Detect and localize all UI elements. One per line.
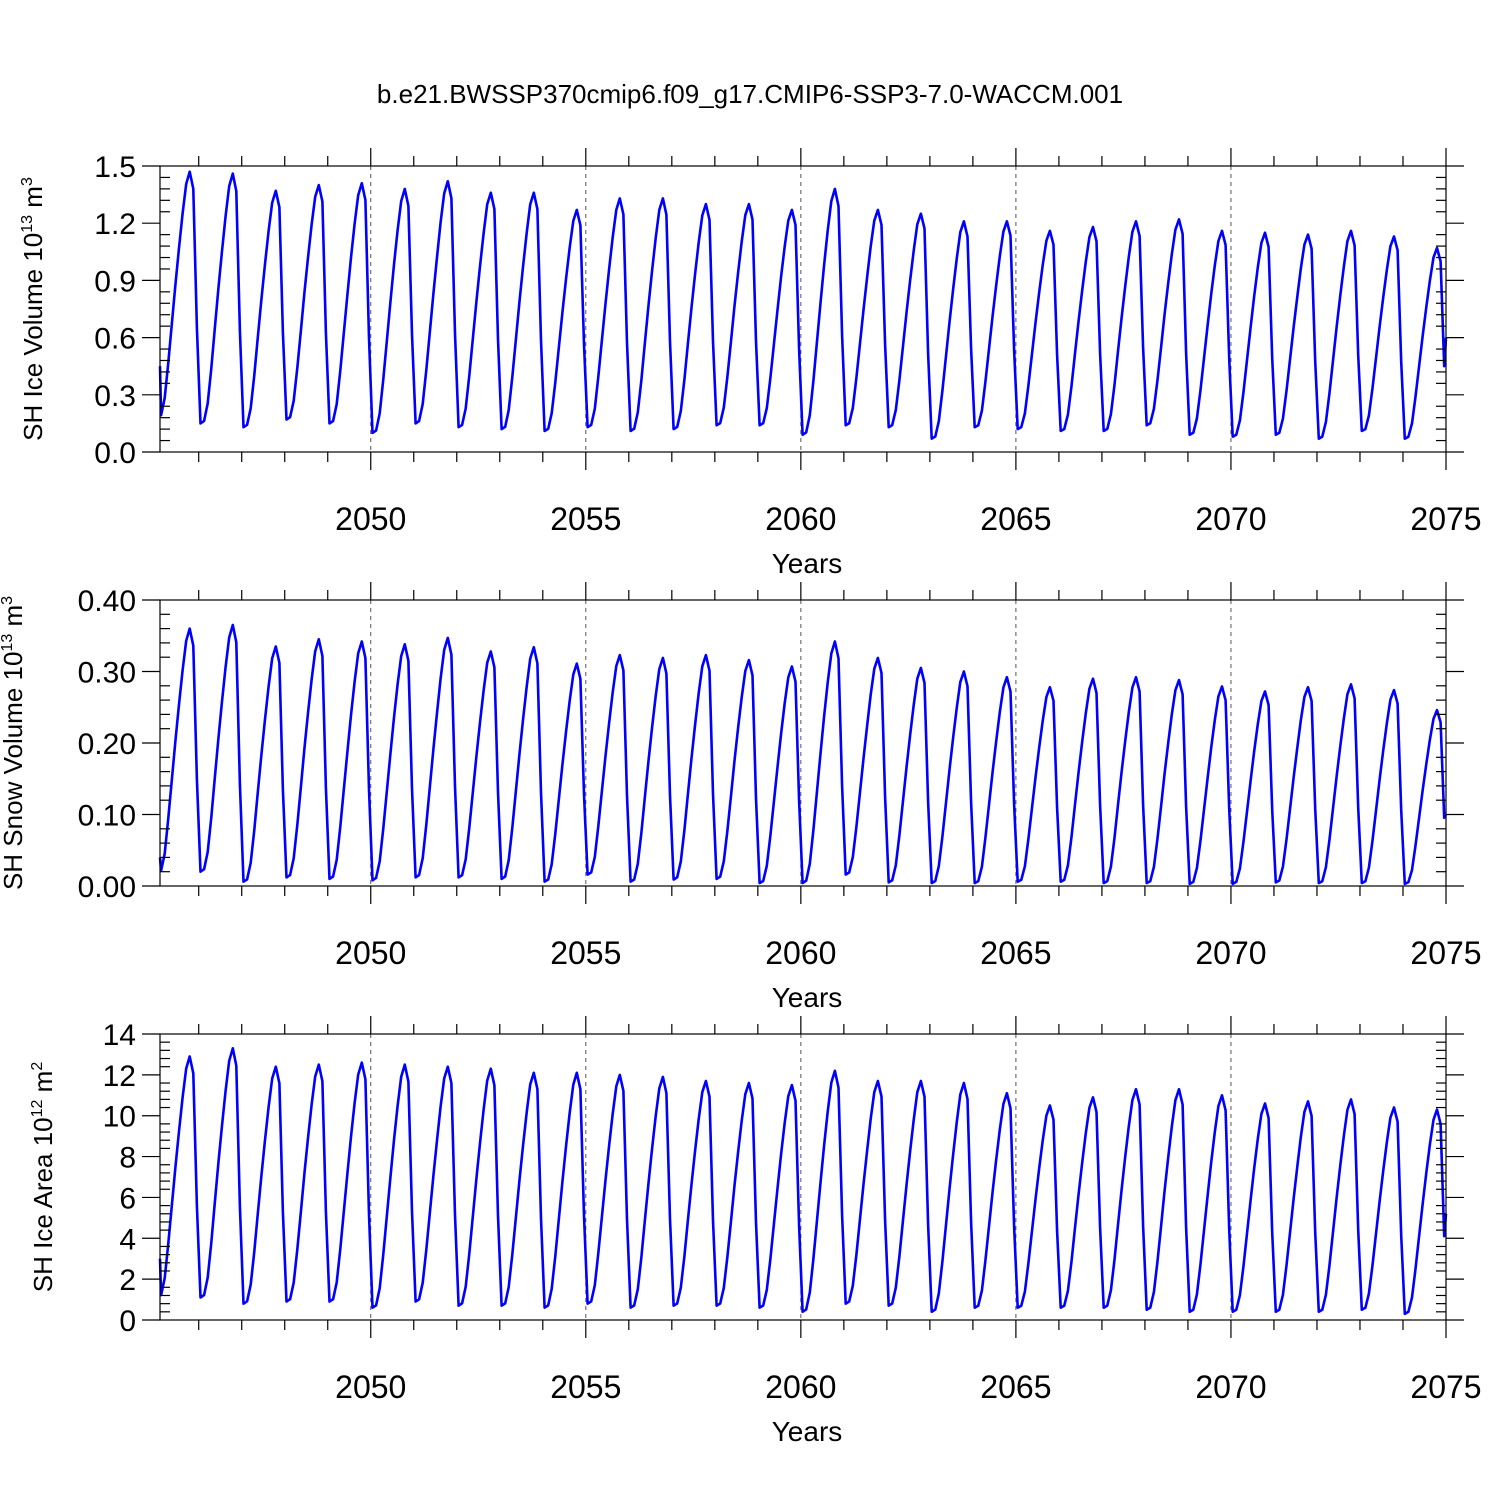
y-tick-label: 1.5	[94, 151, 136, 184]
y-tick-label: 0.20	[78, 728, 136, 761]
x-tick-label: 2065	[980, 1369, 1051, 1405]
figure-title: b.e21.BWSSP370cmip6.f09_g17.CMIP6-SSP3-7…	[377, 79, 1123, 109]
y-axis-label-part: m	[18, 186, 48, 215]
x-tick-label: 2050	[335, 935, 406, 971]
y-tick-label: 1.2	[94, 208, 136, 241]
x-tick-label: 2060	[765, 935, 836, 971]
chart-panel-2: 0.00 0.10 0.20 0.30 0.40 2050 2055 2060 2065 2070…	[0, 582, 1482, 1013]
x-tick-label: 2070	[1195, 501, 1266, 537]
x-tick-label: 2055	[550, 501, 621, 537]
chart-panel-1: 0.0 0.3 0.6 0.9 1.2 1.5 2050 2055 2060 2065 2070 20…	[18, 148, 1482, 579]
y-tick-label: 0.30	[78, 657, 136, 690]
x-axis-label: Years	[772, 1416, 843, 1447]
y-tick-label: 12	[103, 1060, 136, 1093]
y-tick-label: 0.9	[94, 265, 136, 298]
y-axis-label-part: SH Ice Volume 10	[18, 233, 48, 441]
series-line	[158, 623, 1448, 886]
x-tick-label: 2070	[1195, 935, 1266, 971]
x-axis-label: Years	[772, 982, 843, 1013]
x-axis-label: Years	[772, 548, 843, 579]
y-tick-label: 0	[119, 1305, 136, 1338]
x-tick-label: 2075	[1410, 935, 1481, 971]
x-tick-label: 2055	[550, 935, 621, 971]
y-tick-label: 0.40	[78, 585, 136, 618]
x-tick-label: 2050	[335, 501, 406, 537]
y-axis-label-part: m	[0, 605, 28, 634]
y-axis-label: SH Snow Volume 1013 m3	[0, 596, 28, 890]
series-line	[158, 170, 1448, 440]
chart-panel-3: 0 2 4 6 8 10 12 14 2050 2055 2060 2065 2070 2075 Years…	[28, 1016, 1482, 1447]
y-axis-label: SH Ice Volume 1013 m3	[18, 177, 48, 441]
x-tick-label: 2050	[335, 1369, 406, 1405]
plot-frame	[159, 165, 1447, 453]
y-axis-label-superscript: 13	[0, 634, 16, 652]
y-axis-label-superscript: 13	[19, 215, 36, 233]
x-tick-label: 2060	[765, 501, 836, 537]
x-tick-label: 2075	[1410, 501, 1481, 537]
y-axis-label: SH Ice Area 1012 m2	[28, 1062, 58, 1293]
y-tick-label: 6	[119, 1182, 136, 1215]
y-axis-label-part: m	[28, 1071, 58, 1100]
y-axis-label-part: SH Snow Volume 10	[0, 652, 28, 890]
y-tick-label: 14	[103, 1019, 136, 1052]
y-tick-label: 0.0	[94, 437, 136, 470]
x-tick-label: 2065	[980, 935, 1051, 971]
y-axis-label-superscript: 2	[29, 1062, 46, 1071]
x-tick-label: 2055	[550, 1369, 621, 1405]
y-tick-label: 0.00	[78, 871, 136, 904]
y-tick-label: 0.3	[94, 380, 136, 413]
y-tick-label: 8	[119, 1142, 136, 1175]
plot-frame	[159, 599, 1447, 887]
y-axis-label-superscript: 3	[0, 596, 16, 605]
series-line	[158, 1047, 1448, 1316]
y-axis-label-superscript: 12	[29, 1099, 46, 1117]
x-tick-label: 2060	[765, 1369, 836, 1405]
y-axis-label-superscript: 3	[19, 177, 36, 186]
y-tick-label: 0.6	[94, 323, 136, 356]
y-axis-label-part: SH Ice Area 10	[28, 1117, 58, 1292]
x-tick-label: 2070	[1195, 1369, 1266, 1405]
x-tick-label: 2065	[980, 501, 1051, 537]
y-tick-label: 0.10	[78, 800, 136, 833]
plot-frame	[159, 1033, 1447, 1321]
y-tick-label: 10	[103, 1101, 136, 1134]
x-tick-label: 2075	[1410, 1369, 1481, 1405]
y-tick-label: 4	[119, 1223, 136, 1256]
y-tick-label: 2	[119, 1264, 136, 1297]
